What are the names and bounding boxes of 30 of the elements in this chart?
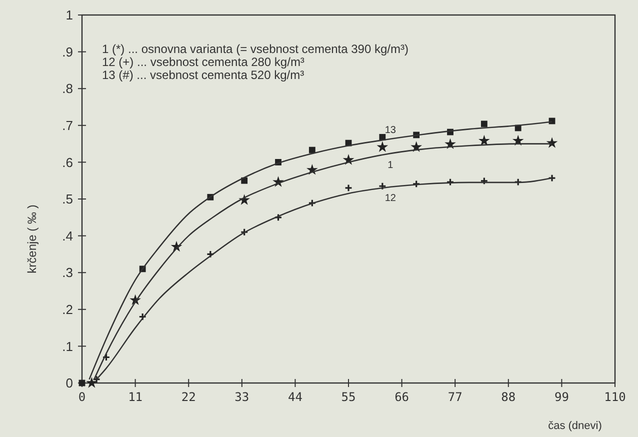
series-label: 1	[388, 160, 394, 171]
annotation: 1 (*) ... osnovna varianta (= vsebnost cementa 390 kg/m³)	[102, 42, 408, 56]
y-tick-label: 1	[66, 8, 73, 23]
annotation: 13 (#) ... vsebnost cementa 520 kg/m³	[102, 68, 304, 82]
y-tick-label: .2	[62, 302, 73, 317]
y-axis-title: krčenje ( ‰ )	[25, 204, 39, 274]
y-tick-label: .1	[62, 338, 73, 354]
x-tick-label: 110	[604, 390, 626, 404]
series-label: 12	[384, 192, 396, 204]
x-axis-title: čas (dnevi)	[548, 420, 602, 432]
x-tick-label: 44	[288, 390, 302, 404]
y-tick-label: .8	[62, 81, 73, 96]
annotation: 12 (+) ... vsebnost cementa 280 kg/m³	[102, 55, 304, 69]
series-label: 13	[384, 125, 396, 136]
y-tick-label: 0	[66, 376, 73, 391]
x-tick-label: 22	[181, 390, 196, 404]
x-tick-label: 0	[78, 390, 86, 404]
x-tick-label: 99	[554, 390, 569, 404]
y-tick-label: .7	[62, 118, 73, 133]
x-tick-label: 66	[394, 390, 410, 404]
y-tick-label: .9	[62, 44, 73, 60]
x-tick-label: 77	[448, 390, 462, 404]
y-tick-label: .6	[62, 154, 73, 170]
x-tick-label: 55	[341, 390, 356, 404]
x-tick-label: 88	[501, 390, 516, 404]
x-tick-label: 33	[234, 390, 250, 404]
y-tick-label: .3	[62, 265, 73, 280]
y-tick-label: .4	[62, 228, 73, 244]
y-tick-label: .5	[62, 192, 73, 207]
x-tick-label: 11	[128, 390, 143, 404]
